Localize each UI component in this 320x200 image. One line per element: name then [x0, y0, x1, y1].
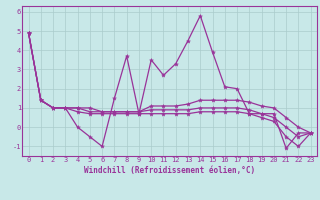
X-axis label: Windchill (Refroidissement éolien,°C): Windchill (Refroidissement éolien,°C) [84, 166, 255, 175]
